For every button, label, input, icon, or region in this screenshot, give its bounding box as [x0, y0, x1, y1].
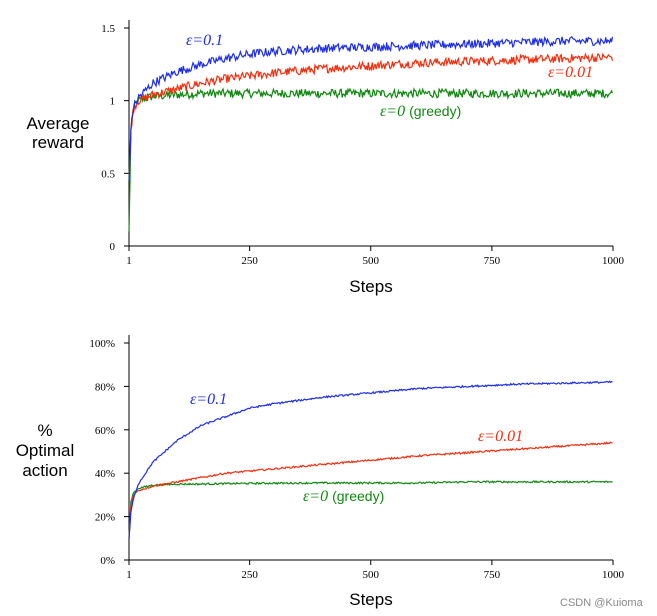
bottom-series-line: [128, 479, 613, 539]
top-xtick-label: 500: [363, 255, 380, 267]
top-ytick-label: 1.5: [101, 23, 115, 35]
top-ytick-label: 1: [110, 96, 116, 108]
bottom-xtick-label: 500: [363, 569, 380, 581]
top-series-line: [128, 52, 614, 181]
bottom-ylabel-line1: %: [37, 421, 52, 440]
top-legend-eps001: ε=0.01: [548, 64, 593, 81]
top-xtick-label: 250: [241, 255, 258, 267]
top-xtick-label: 1: [126, 255, 132, 267]
top-legend-eps01: ε=0.1: [186, 32, 223, 49]
bottom-xtick-label: 1000: [602, 569, 625, 581]
bottom-legend-eps0: ε=0 (greedy): [303, 488, 384, 505]
bottom-ytick-label: 80%: [95, 381, 115, 393]
bottom-ytick-label: 40%: [95, 468, 115, 480]
bottom-ytick-label: 0%: [100, 555, 115, 567]
top-ytick-label: 0: [110, 241, 116, 253]
top-xtick-label: 1000: [602, 255, 625, 267]
top-xlabel: Steps: [349, 277, 392, 296]
top-ytick-label: 0.5: [101, 168, 115, 180]
bottom-series-line: [128, 380, 613, 539]
top-legend-eps0: ε=0 (greedy): [380, 103, 461, 120]
top-xtick-label: 750: [484, 255, 501, 267]
bottom-xtick-label: 250: [241, 569, 258, 581]
bottom-series-line: [128, 441, 613, 539]
bottom-legend-eps01: ε=0.1: [190, 391, 227, 408]
top-ylabel-line1: Average: [26, 114, 89, 133]
top-series-line: [128, 35, 614, 181]
bottom-xtick-label: 750: [484, 569, 501, 581]
top-ylabel-line2: reward: [32, 133, 84, 152]
bottom-ylabel-line2: Optimal: [16, 441, 75, 460]
bottom-ytick-label: 100%: [89, 338, 115, 350]
bottom-ytick-label: 60%: [95, 425, 115, 437]
bottom-ylabel-line3: action: [22, 461, 67, 480]
bottom-xlabel: Steps: [349, 590, 392, 609]
top-series-line: [128, 87, 614, 232]
bottom-xtick-label: 1: [126, 569, 132, 581]
bottom-legend-eps001: ε=0.01: [478, 428, 523, 445]
bottom-ytick-label: 20%: [95, 512, 115, 524]
watermark: CSDN @Kuioma: [560, 597, 644, 609]
